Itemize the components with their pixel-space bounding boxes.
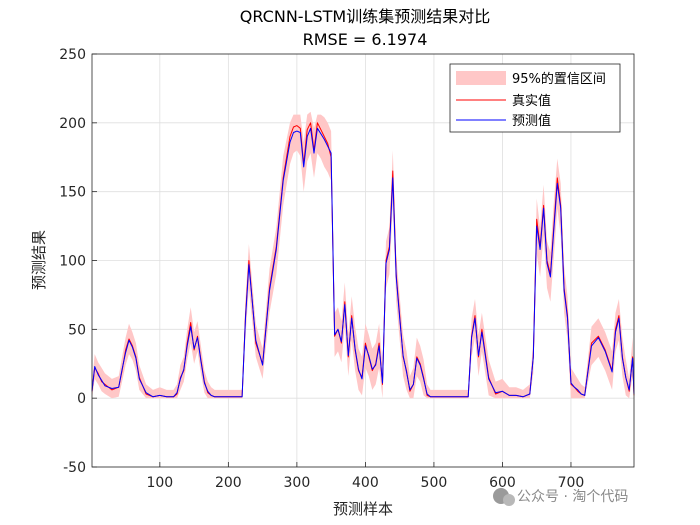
legend: 95%的置信区间 真实值 预测值 (449, 63, 621, 133)
y-tick-label-0: 0 (77, 391, 86, 407)
y-tick-label-100: 100 (59, 254, 86, 270)
legend-label-actual: 真实值 (512, 93, 551, 109)
x-tick-label-600: 600 (489, 475, 516, 491)
wechat-icon-small (503, 494, 515, 506)
legend-label-band: 95%的置信区间 (512, 71, 606, 87)
legend-label-predicted: 预测值 (512, 113, 551, 129)
x-tick-label-700: 700 (558, 475, 585, 491)
x-axis-ticks: 100 200 300 400 500 600 700 (146, 462, 584, 491)
y-tick-label-50: 50 (68, 322, 86, 338)
chart-title: QRCNN-LSTM训练集预测结果对比 (240, 7, 490, 26)
confidence-band (92, 111, 634, 399)
x-tick-label-100: 100 (146, 475, 173, 491)
series-line-predicted (91, 127, 635, 398)
y-tick-label--50: -50 (63, 460, 86, 476)
confidence-band-area (92, 111, 634, 399)
x-axis-label: 预测样本 (333, 500, 393, 518)
x-tick-label-300: 300 (284, 475, 311, 491)
x-tick-label-200: 200 (215, 475, 242, 491)
y-axis-label: 预测结果 (30, 230, 48, 290)
x-tick-label-500: 500 (421, 475, 448, 491)
watermark: 公众号 · 淘个代码 (493, 488, 628, 506)
x-tick-label-400: 400 (352, 475, 379, 491)
y-tick-label-250: 250 (59, 47, 86, 63)
legend-swatch-band (456, 71, 506, 85)
y-tick-label-200: 200 (59, 116, 86, 132)
y-tick-label-150: 150 (59, 185, 86, 201)
series-lines (91, 122, 635, 398)
y-axis-ticks: -50 0 50 100 150 200 250 (59, 47, 97, 476)
watermark-text: 公众号 · 淘个代码 (517, 489, 628, 505)
chart-subtitle: RMSE = 6.1974 (303, 30, 428, 49)
